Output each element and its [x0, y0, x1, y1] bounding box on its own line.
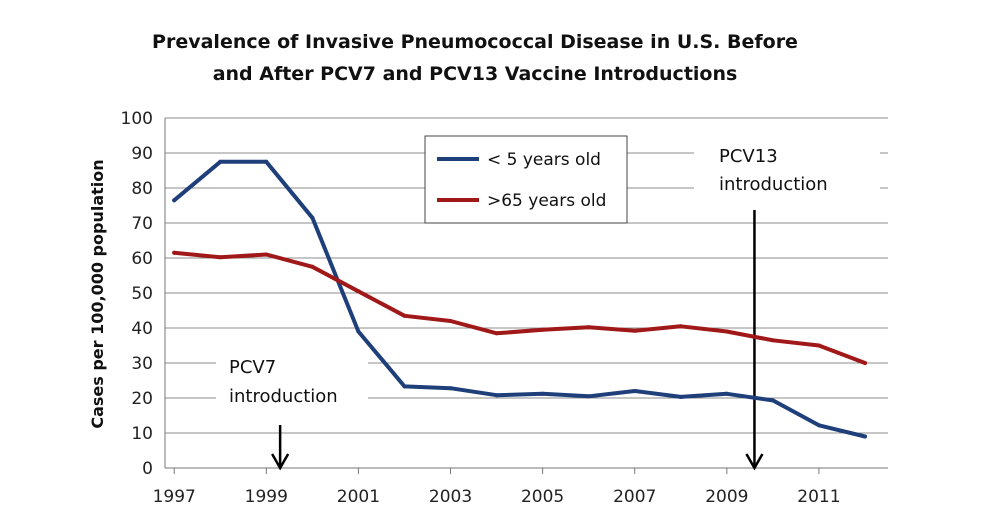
y-axis-ticks: 0 10 20 30 40 50 60 70 80 90 100	[121, 109, 153, 479]
data-point	[310, 264, 315, 269]
series-line-under-5	[172, 159, 867, 439]
annotation-background	[216, 350, 368, 412]
x-tick-label: 1997	[153, 487, 196, 507]
data-point	[540, 391, 545, 396]
data-point	[172, 250, 177, 255]
y-tick-label: 30	[131, 354, 153, 374]
arrow-head	[271, 453, 290, 471]
data-point	[218, 255, 223, 260]
data-point	[586, 325, 591, 330]
data-point	[310, 215, 315, 220]
y-tick-label: 80	[131, 179, 153, 199]
x-tick-label: 2007	[613, 487, 656, 507]
data-point	[494, 331, 499, 336]
arrow-head	[745, 453, 764, 471]
annotation-line-2: introduction	[229, 386, 338, 407]
x-axis-ticks: 1997 1999 2001 2003 2005 2007 2009 2011	[153, 468, 841, 507]
y-tick-label: 70	[131, 214, 153, 234]
y-tick-label: 20	[131, 389, 153, 409]
x-tick-label: 2001	[337, 487, 380, 507]
data-point	[632, 328, 637, 333]
chart-title-line-1: Prevalence of Invasive Pneumococcal Dise…	[152, 31, 798, 53]
data-point	[678, 394, 683, 399]
data-point	[770, 338, 775, 343]
y-tick-label: 50	[131, 284, 153, 304]
legend: < 5 years old >65 years old	[424, 135, 628, 224]
data-point	[494, 393, 499, 398]
y-tick-label: 60	[131, 249, 153, 269]
y-tick-label: 90	[131, 144, 153, 164]
data-point	[632, 389, 637, 393]
annotation-line-2: introduction	[719, 174, 828, 195]
chart-title-line-2: and After PCV7 and PCV13 Vaccine Introdu…	[213, 63, 738, 85]
data-point	[862, 361, 867, 365]
data-point	[448, 386, 453, 391]
annotation-line-1: PCV7	[229, 357, 276, 378]
data-point	[264, 159, 269, 164]
annotations: PCV7 introduction PCV13 introduction	[216, 140, 880, 471]
y-tick-label: 40	[131, 319, 153, 339]
data-point	[770, 398, 775, 403]
data-point	[402, 384, 407, 389]
data-point	[356, 289, 361, 294]
data-point	[816, 423, 821, 428]
data-point	[816, 343, 821, 348]
y-tick-label: 0	[142, 459, 153, 479]
data-point	[448, 319, 453, 323]
annotation-arrow	[271, 425, 290, 471]
y-tick-label: 10	[131, 424, 153, 444]
data-point	[540, 327, 545, 332]
annotation-line-1: PCV13	[719, 146, 778, 167]
data-point	[724, 329, 729, 334]
x-tick-label: 2005	[521, 487, 564, 507]
data-point	[218, 159, 223, 164]
annotation-background	[694, 140, 880, 198]
data-point	[402, 313, 407, 318]
x-tick-label: 2011	[797, 487, 840, 507]
legend-label-under-5: < 5 years old	[487, 150, 601, 170]
data-point	[586, 394, 591, 399]
y-tick-label: 100	[121, 109, 153, 129]
data-point	[356, 329, 361, 334]
x-tick-label: 2009	[705, 487, 748, 507]
y-axis-label: Cases per 100,000 population	[88, 159, 107, 428]
data-point	[678, 324, 683, 329]
x-tick-label: 2003	[429, 487, 472, 507]
data-point	[724, 391, 729, 396]
series-lines	[172, 159, 867, 439]
data-point	[264, 252, 269, 257]
data-point	[862, 434, 867, 439]
data-point	[172, 198, 177, 203]
x-tick-label: 1999	[245, 487, 288, 507]
legend-label-over-65: >65 years old	[487, 191, 606, 211]
legend-box	[424, 135, 628, 224]
series-line-over-65	[172, 250, 867, 365]
